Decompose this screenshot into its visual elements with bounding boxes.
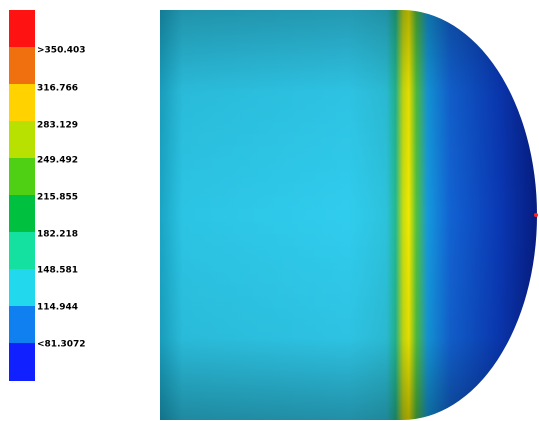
legend-label: 316.766	[37, 84, 78, 94]
legend-swatch	[9, 195, 35, 232]
legend-swatch	[9, 121, 35, 158]
legend-label: 148.581	[37, 266, 78, 276]
legend-label: 249.492	[37, 156, 78, 166]
legend-label: <81.3072	[37, 340, 86, 350]
legend-label: 114.944	[37, 303, 78, 313]
model-shading	[160, 10, 537, 420]
legend-swatch	[9, 84, 35, 121]
legend-swatch	[9, 232, 35, 269]
legend-swatch	[9, 306, 35, 343]
legend-swatch	[9, 269, 35, 306]
legend-swatch	[9, 10, 35, 47]
legend-label: 182.218	[37, 230, 78, 240]
contour-model	[160, 10, 538, 420]
legend-swatch	[9, 47, 35, 84]
legend-label: >350.403	[37, 46, 86, 56]
color-legend: >350.403 316.766 283.129 249.492 215.855…	[9, 10, 86, 381]
legend-label: 215.855	[37, 193, 78, 203]
legend-swatch	[9, 158, 35, 195]
legend-label: 283.129	[37, 121, 78, 131]
legend-swatch	[9, 343, 35, 381]
max-marker	[534, 213, 538, 217]
